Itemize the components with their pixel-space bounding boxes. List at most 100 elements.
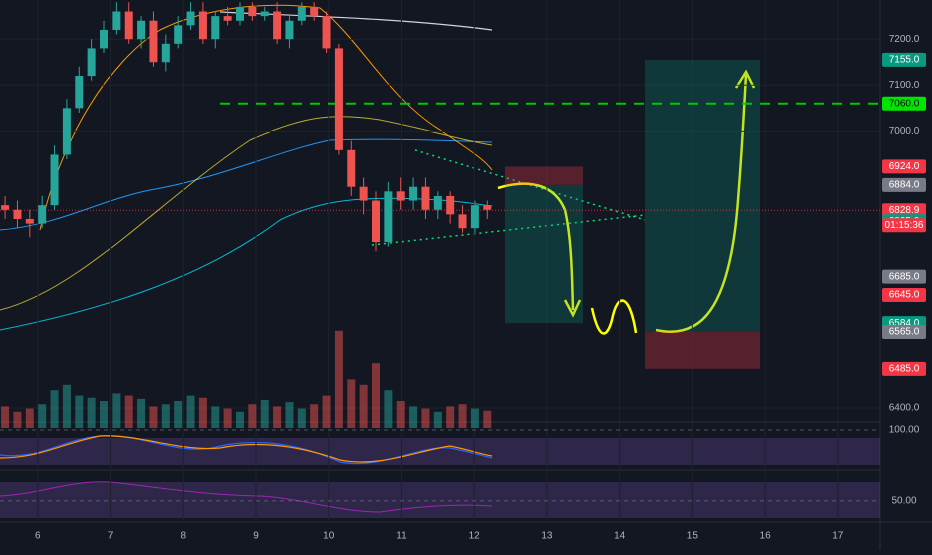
x-tick-label: 16 xyxy=(760,531,772,542)
drawn-arrow xyxy=(497,182,582,318)
volume-bar xyxy=(236,411,244,428)
volume-bar xyxy=(38,404,47,428)
drawn-wave xyxy=(590,299,638,335)
price-label-bg xyxy=(882,203,926,218)
candle-body xyxy=(211,16,220,40)
price-label: 6884.0 xyxy=(889,180,920,191)
candle-body xyxy=(334,48,343,150)
candle-body xyxy=(198,11,207,40)
volume-bar xyxy=(137,398,146,428)
countdown: 01:15:36 xyxy=(885,220,924,231)
volume-bar xyxy=(223,408,232,428)
volume-bar xyxy=(25,408,34,428)
price-label-bg xyxy=(882,324,926,339)
candle-body xyxy=(161,43,170,63)
volume-bar xyxy=(483,410,492,428)
candle-body xyxy=(174,25,183,44)
price-label-bg xyxy=(882,177,926,192)
volume-bar xyxy=(198,397,207,428)
price-label-bg xyxy=(882,361,926,376)
volume-bar xyxy=(334,330,343,428)
x-tick-label: 7 xyxy=(108,531,114,542)
price-label: 7155.0 xyxy=(889,55,920,66)
candle-body xyxy=(483,205,492,210)
volume-bar xyxy=(322,395,331,428)
price-label-bg xyxy=(882,288,926,303)
candle-body xyxy=(285,20,294,40)
x-tick-label: 17 xyxy=(832,531,844,542)
x-tick-label: 12 xyxy=(469,531,481,542)
candle-body xyxy=(100,29,108,49)
volume-bar xyxy=(260,399,269,428)
volume-bar xyxy=(347,379,356,428)
candle-body xyxy=(236,6,244,21)
volume-bar xyxy=(248,404,257,428)
volume-bar xyxy=(75,395,84,428)
candle-body xyxy=(248,6,257,17)
price-label: 6584.0 xyxy=(889,318,920,329)
volume-bar xyxy=(124,395,133,428)
stoch-k xyxy=(0,434,493,465)
x-tick-label: 8 xyxy=(180,531,186,542)
candle-body xyxy=(372,200,380,243)
price-label: 6828.9 xyxy=(889,205,920,216)
candle-body xyxy=(25,218,34,224)
y-tick-label: 50.00 xyxy=(891,495,916,506)
volume-bar xyxy=(446,406,455,428)
candle-body xyxy=(470,205,479,229)
volume-bar xyxy=(112,393,121,428)
countdown-bg xyxy=(882,218,926,233)
candle-body xyxy=(310,6,319,17)
candle-body xyxy=(38,205,47,224)
y-tick-label: 6400.0 xyxy=(889,403,920,414)
candle-body xyxy=(260,11,269,17)
y-tick-label: 100.00 xyxy=(889,425,920,436)
candle-body xyxy=(1,205,10,210)
price-label: 7060.0 xyxy=(889,98,920,109)
price-label: 6485.0 xyxy=(889,363,920,374)
candle-body xyxy=(384,191,393,243)
volume-bar xyxy=(1,406,10,428)
volume-bar xyxy=(149,406,158,428)
volume-bar xyxy=(13,411,22,428)
y-tick-label: 7200.0 xyxy=(889,34,920,45)
x-tick-label: 14 xyxy=(614,531,626,542)
volume-bar xyxy=(174,401,183,428)
volume-bar xyxy=(161,404,170,428)
candle-body xyxy=(75,76,84,109)
rsi-line xyxy=(0,481,493,513)
volume-bar xyxy=(458,404,467,428)
candle-body xyxy=(359,186,368,201)
candle-body xyxy=(50,154,59,206)
volume-bar xyxy=(273,406,282,428)
volume-bar xyxy=(409,406,418,428)
candle-body xyxy=(433,195,442,210)
x-tick-label: 6 xyxy=(35,531,41,542)
price-label-bg xyxy=(882,52,926,67)
candle-body xyxy=(124,11,133,40)
candle-body xyxy=(458,214,467,229)
price-label-bg xyxy=(882,269,926,284)
stop-zone xyxy=(505,166,583,185)
candle-body xyxy=(149,20,158,63)
candle-body xyxy=(322,16,331,49)
candle-body xyxy=(421,186,430,210)
x-tick-label: 9 xyxy=(253,531,259,542)
volume-bar xyxy=(359,384,368,428)
candle-body xyxy=(87,48,96,77)
volume-bar xyxy=(372,363,380,428)
candle-body xyxy=(347,149,356,187)
moving-average xyxy=(39,4,493,231)
price-label-bg xyxy=(882,96,926,111)
candle-body xyxy=(409,186,418,201)
x-tick-label: 13 xyxy=(541,531,553,542)
candle-body xyxy=(273,11,282,40)
drawn-arrow xyxy=(655,69,756,334)
volume-bar xyxy=(100,401,108,428)
price-label: 6924.0 xyxy=(889,161,920,172)
price-label: 6645.0 xyxy=(889,290,920,301)
candle-body xyxy=(137,20,146,40)
volume-bar xyxy=(421,408,430,428)
candle-body xyxy=(186,11,195,26)
volume-bar xyxy=(62,384,71,428)
